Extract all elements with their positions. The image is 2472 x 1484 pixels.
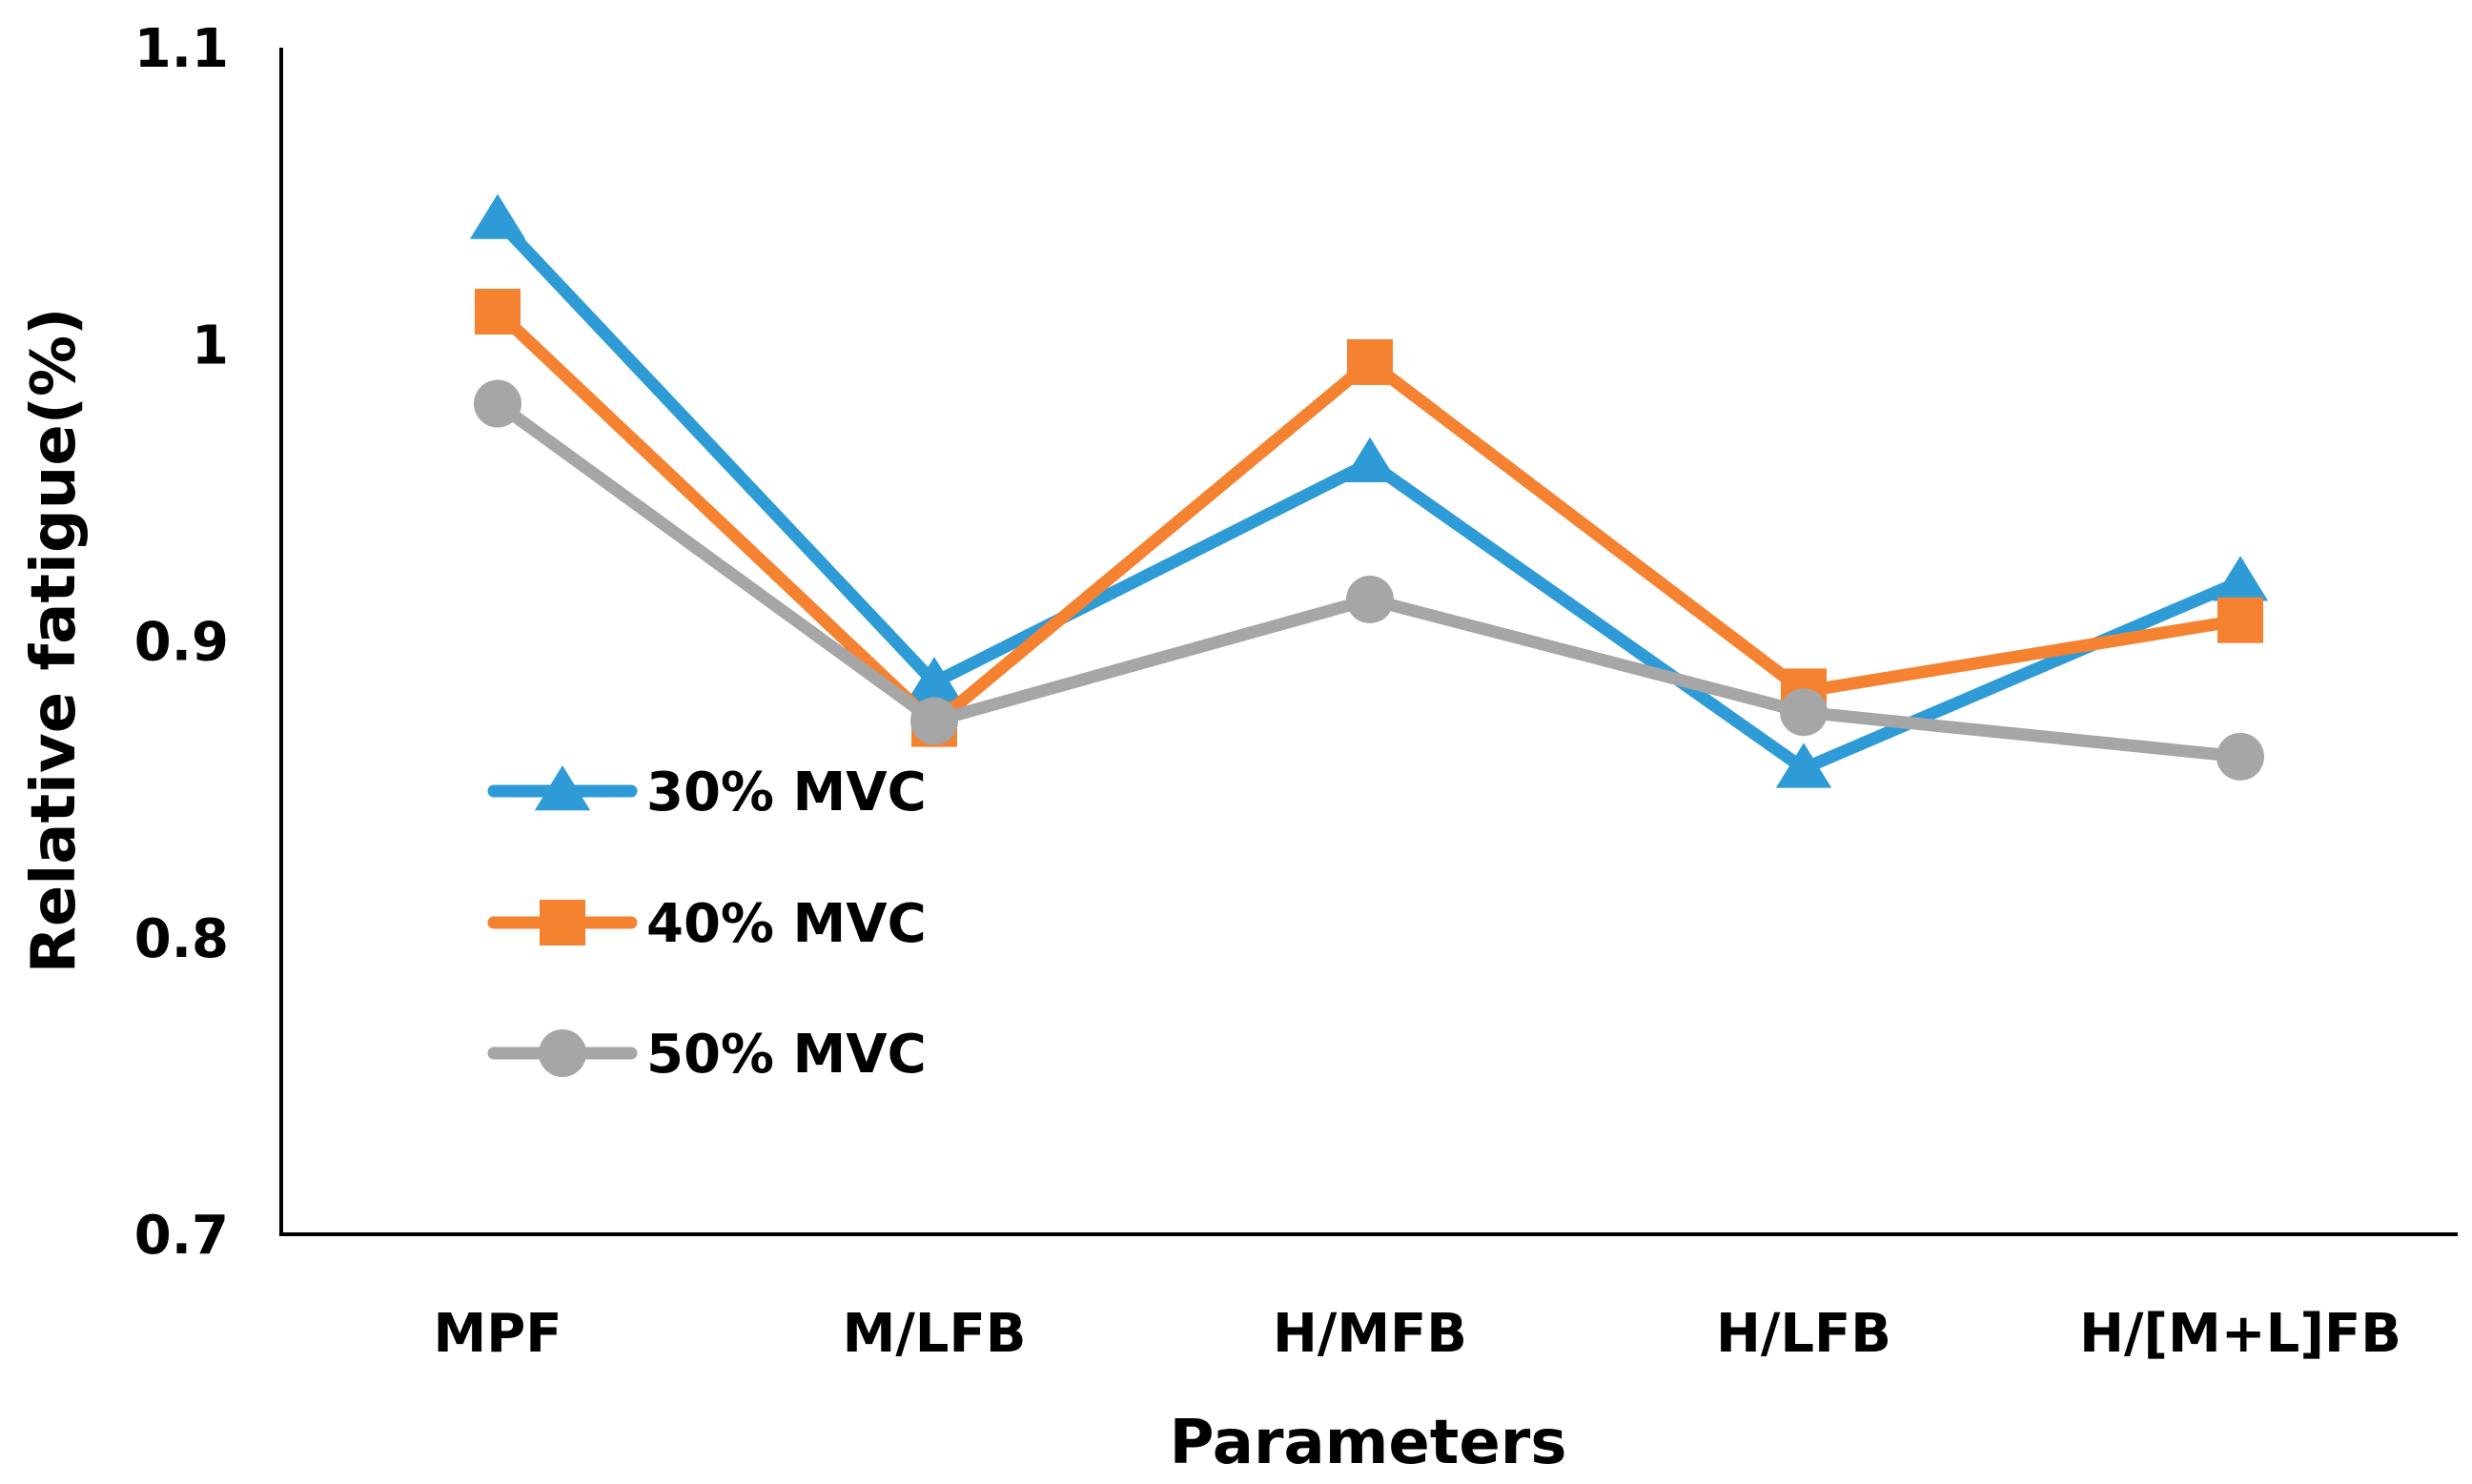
data-point-marker (1341, 437, 1399, 482)
x-axis-title: Parameters (1170, 1408, 1567, 1478)
data-point-marker (2212, 556, 2269, 601)
x-tick-label: H/[M+L]FB (2079, 1303, 2401, 1365)
data-point-marker (2217, 732, 2264, 781)
legend: 30% MVC 40% MVC 50% MVC (487, 762, 927, 1086)
data-point-marker (1780, 688, 1828, 737)
data-point-marker (1347, 338, 1393, 385)
y-tick-label: 1 (192, 315, 229, 376)
data-point-marker (2217, 597, 2263, 643)
x-tick-label: H/LFB (1716, 1303, 1891, 1365)
series-line (491, 213, 2247, 775)
legend-item: 40% MVC (487, 893, 927, 955)
y-tick-label: 0.9 (134, 612, 229, 674)
series-3 (474, 379, 2264, 781)
y-tick-label: 1.1 (134, 18, 229, 80)
legend-item: 30% MVC (487, 762, 927, 823)
legend-item: 50% MVC (487, 1024, 927, 1086)
axes (279, 48, 2458, 1236)
data-point-marker (910, 697, 958, 745)
legend-swatch-marker (540, 900, 585, 945)
series-1 (469, 193, 2269, 788)
legend-swatch-marker (539, 1029, 586, 1077)
legend-label: 40% MVC (646, 893, 927, 955)
legend-swatch-marker (534, 765, 591, 811)
data-point-marker (474, 379, 521, 428)
series-2 (475, 289, 2263, 747)
data-point-marker (475, 289, 521, 335)
series-layer (469, 193, 2269, 788)
legend-label: 30% MVC (646, 762, 927, 823)
x-tick-labels: MPF M/LFB H/MFB H/LFB H/[M+L]FB (433, 1303, 2400, 1365)
data-point-marker (1346, 575, 1394, 623)
y-axis-title: Relative fatigue(%) (19, 308, 90, 974)
x-tick-label: M/LFB (843, 1303, 1027, 1365)
data-point-marker (1775, 742, 1832, 788)
data-point-marker (469, 193, 526, 239)
legend-label: 50% MVC (646, 1024, 927, 1086)
data-point-marker (906, 657, 963, 702)
y-tick-label: 0.8 (134, 908, 229, 970)
y-tick-label: 0.7 (134, 1205, 229, 1267)
y-tick-labels: 0.7 0.8 0.9 1 1.1 (134, 18, 229, 1267)
x-tick-label: MPF (433, 1303, 562, 1365)
x-tick-label: H/MFB (1273, 1303, 1467, 1365)
